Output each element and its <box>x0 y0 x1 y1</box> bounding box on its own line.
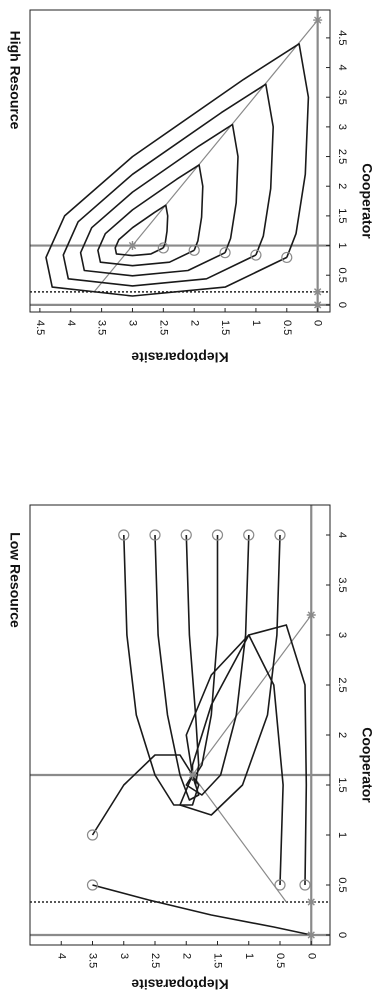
start-point <box>250 249 262 261</box>
x-tick-label: 4 <box>336 532 348 538</box>
x-tick-label: 3.5 <box>336 90 348 105</box>
start-point <box>243 529 255 541</box>
trajectory <box>123 534 200 806</box>
trajectory <box>62 83 274 287</box>
start-point <box>219 247 231 259</box>
panel: 0 0.5 1 1.5 2 2.5 3 3.5 4 0 0.5 1 1.5 2 2.5 3 3.5 4 Cooper… <box>7 504 375 991</box>
start-point <box>149 529 161 541</box>
trajectory <box>191 535 219 781</box>
trajectory <box>91 754 194 836</box>
trajectory <box>92 884 312 936</box>
start-point <box>180 529 192 541</box>
start-point <box>188 244 200 256</box>
trajectory <box>185 534 250 796</box>
trajectory <box>154 534 200 801</box>
x-tick-label: 3.5 <box>336 577 348 592</box>
y-tick-label: 1.5 <box>212 953 224 968</box>
chart-title: Low Resource <box>7 532 23 628</box>
y-tick-label: 2.5 <box>157 320 169 335</box>
y-tick-label: 2 <box>180 953 192 959</box>
x-tick-label: 3 <box>336 632 348 638</box>
x-tick-label: 2.5 <box>336 677 348 692</box>
x-tick-label: 2 <box>336 732 348 738</box>
x-axis-label: Cooperator <box>359 163 375 239</box>
equilibrium <box>313 15 323 25</box>
x-axis-label: Cooperator <box>359 727 375 803</box>
plot-frame <box>29 9 331 313</box>
trajectory <box>93 19 319 293</box>
start-point <box>281 251 293 264</box>
equilibrium <box>313 300 323 310</box>
y-tick-label: 2 <box>188 320 200 326</box>
plot-frame <box>29 504 331 946</box>
y-axis-label: Kleptoparasite <box>131 349 228 365</box>
plot-area <box>30 10 330 312</box>
y-tick-label: 4.5 <box>34 320 46 335</box>
y-tick-label: 3 <box>127 320 139 326</box>
equilibrium <box>313 287 323 297</box>
y-tick-label: 0 <box>305 953 317 959</box>
y-tick-label: 4 <box>55 953 67 959</box>
start-point <box>274 529 286 541</box>
equilibrium <box>306 610 316 620</box>
start-point <box>299 879 311 891</box>
trajectory <box>79 123 239 277</box>
x-tick-label: 0.5 <box>336 268 348 283</box>
y-tick-label: 3 <box>118 953 130 959</box>
y-tick-label: 0.5 <box>274 953 286 968</box>
x-tick-label: 1.5 <box>336 777 348 792</box>
equilibrium <box>306 897 316 907</box>
trajectory <box>185 534 200 786</box>
x-tick-label: 1 <box>336 832 348 838</box>
y-tick-label: 1.5 <box>219 320 231 335</box>
x-tick-label: 2 <box>336 183 348 189</box>
x-tick-label: 3 <box>336 124 348 130</box>
y-tick-label: 3.5 <box>87 953 99 968</box>
start-point <box>118 529 130 541</box>
panel: 0 0.5 1 1.5 2 2.5 3 3.5 4 4.5 0 0.5 1 1.5 2 2.5 3 3.5 4 4.5… <box>7 9 375 365</box>
chart-title: High Resource <box>7 31 23 130</box>
x-tick-label: 0 <box>336 932 348 938</box>
y-tick-label: 2.5 <box>149 953 161 968</box>
equilibrium <box>306 930 316 940</box>
trajectory <box>45 43 310 297</box>
y-axis-label: Kleptoparasite <box>131 976 228 991</box>
x-tick-label: 2.5 <box>336 149 348 164</box>
trajectory <box>97 164 204 267</box>
equilibrium <box>127 241 137 251</box>
start-point <box>274 879 286 891</box>
plot-area <box>30 505 330 945</box>
y-tick-label: 0 <box>312 320 324 326</box>
y-tick-label: 1 <box>243 953 255 959</box>
x-tick-label: 0.5 <box>336 877 348 892</box>
start-point <box>157 242 169 254</box>
x-tick-label: 4.5 <box>336 30 348 45</box>
equilibrium <box>188 770 197 780</box>
y-tick-label: 3.5 <box>96 320 108 335</box>
trajectory <box>179 534 281 816</box>
x-tick-label: 1.5 <box>336 208 348 223</box>
y-tick-label: 0.5 <box>281 320 293 335</box>
y-tick-label: 4 <box>65 320 77 326</box>
start-point <box>211 529 224 541</box>
start-point <box>86 829 99 841</box>
start-point <box>86 879 99 891</box>
x-tick-label: 4 <box>336 64 348 70</box>
y-tick-label: 1 <box>250 320 262 326</box>
x-tick-label: 1 <box>336 242 348 248</box>
trajectory <box>114 204 169 257</box>
x-tick-label: 0 <box>336 302 348 308</box>
trajectory <box>191 624 308 886</box>
